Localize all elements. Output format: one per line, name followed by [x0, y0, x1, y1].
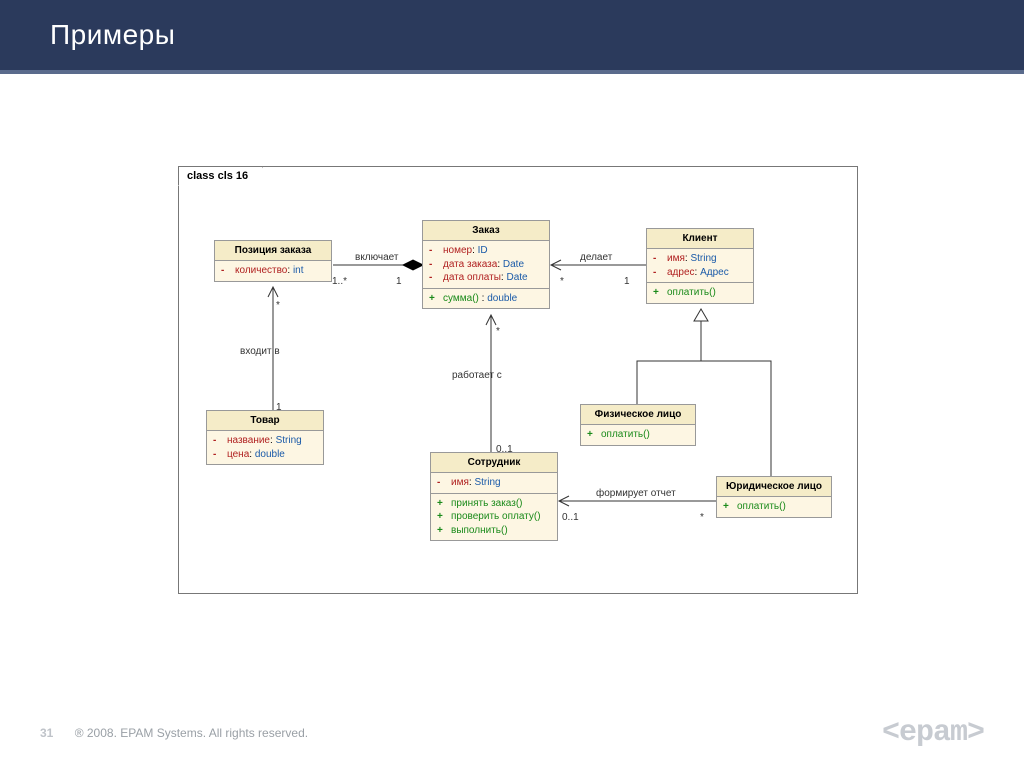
slide: Примеры class cls 16 31 ® 2008. EPAM Sys… — [0, 0, 1024, 768]
accent-line — [0, 70, 1024, 74]
attributes: -имя: String-адрес: Адрес — [647, 249, 753, 283]
multiplicity: 1 — [396, 276, 402, 287]
edge-label: включает — [355, 252, 399, 263]
multiplicity: * — [700, 512, 704, 523]
class-klient: Клиент-имя: String-адрес: Адрес+оплатить… — [646, 228, 754, 304]
class-title: Клиент — [647, 229, 753, 249]
multiplicity: 1 — [624, 276, 630, 287]
footer-left: 31 ® 2008. EPAM Systems. All rights rese… — [40, 726, 308, 740]
multiplicity: * — [276, 300, 280, 311]
class-title: Товар — [207, 411, 323, 431]
slide-title-bar: Примеры — [0, 0, 1024, 70]
slide-title: Примеры — [50, 19, 175, 51]
multiplicity: * — [560, 276, 564, 287]
class-zakaz: Заказ-номер: ID-дата заказа: Date-дата о… — [422, 220, 550, 309]
edge-label: формирует отчет — [596, 488, 676, 499]
attributes: -количество: int — [215, 261, 331, 281]
class-title: Юридическое лицо — [717, 477, 831, 497]
multiplicity: 1 — [276, 402, 282, 413]
class-yur: Юридическое лицо+оплатить() — [716, 476, 832, 518]
multiplicity: * — [496, 326, 500, 337]
copyright: ® 2008. EPAM Systems. All rights reserve… — [75, 726, 308, 740]
class-pozitsiya: Позиция заказа-количество: int — [214, 240, 332, 282]
edge-label: делает — [580, 252, 612, 263]
epam-logo: <epam> — [882, 716, 984, 750]
operations: +сумма() : double — [423, 289, 549, 309]
class-title: Физическое лицо — [581, 405, 695, 425]
attributes: -номер: ID-дата заказа: Date-дата оплаты… — [423, 241, 549, 289]
class-sotrudnik: Сотрудник-имя: String+принять заказ()+пр… — [430, 452, 558, 541]
multiplicity: 0..1 — [562, 512, 579, 523]
operations: +принять заказ()+проверить оплату()+выпо… — [431, 494, 557, 541]
operations: +оплатить() — [717, 497, 831, 517]
operations: +оплатить() — [647, 283, 753, 303]
class-fiz: Физическое лицо+оплатить() — [580, 404, 696, 446]
class-title: Сотрудник — [431, 453, 557, 473]
edge-label: работает с — [452, 370, 502, 381]
multiplicity: 1..* — [332, 276, 347, 287]
class-title: Позиция заказа — [215, 241, 331, 261]
attributes: -название: String-цена: double — [207, 431, 323, 464]
multiplicity: 0..1 — [496, 444, 513, 455]
class-title: Заказ — [423, 221, 549, 241]
page-number: 31 — [40, 726, 53, 740]
slide-footer: 31 ® 2008. EPAM Systems. All rights rese… — [0, 716, 1024, 750]
class-tovar: Товар-название: String-цена: double — [206, 410, 324, 465]
edge-label: входит в — [240, 346, 280, 357]
attributes: -имя: String — [431, 473, 557, 494]
operations: +оплатить() — [581, 425, 695, 445]
